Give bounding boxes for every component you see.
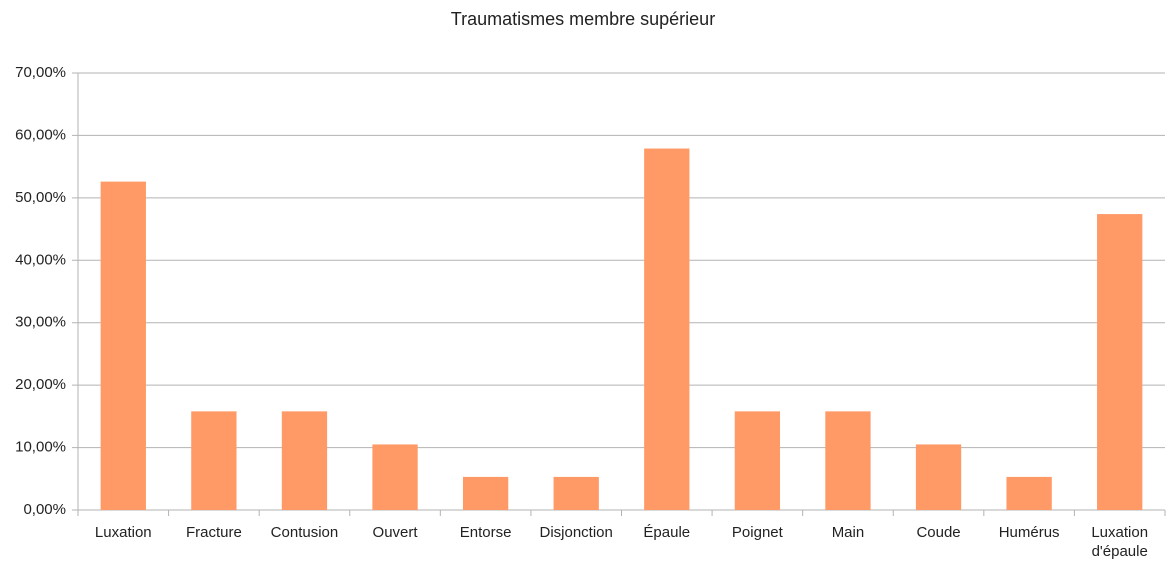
bar <box>734 411 781 510</box>
y-tick-label: 60,00% <box>15 126 66 143</box>
y-tick-label: 20,00% <box>15 376 66 393</box>
bar <box>553 476 599 510</box>
y-tick-label: 40,00% <box>15 251 66 268</box>
y-tick-label: 30,00% <box>15 314 66 331</box>
x-tick-label: Luxation d'épaule <box>1091 524 1149 560</box>
y-tick-label: 10,00% <box>15 439 66 456</box>
bar <box>915 444 962 510</box>
bar <box>644 148 690 510</box>
x-tick-label: Ouvert <box>372 524 418 541</box>
bar <box>1006 476 1052 510</box>
bar <box>100 181 146 510</box>
x-tick-label: Disjonction <box>539 524 613 541</box>
bar <box>462 476 509 510</box>
x-tick-label: Épaule <box>643 524 691 541</box>
y-tick-label: 50,00% <box>15 189 66 206</box>
x-tick-label: Poignet <box>731 524 783 541</box>
x-tick-label: Humérus <box>998 524 1060 541</box>
x-tick-label: Main <box>831 524 865 541</box>
x-tick-label: Fracture <box>185 524 242 541</box>
bar <box>1097 214 1143 511</box>
bar <box>825 411 871 510</box>
x-tick-label: Entorse <box>459 524 512 541</box>
y-tick-label: 0,00% <box>23 501 66 518</box>
bar <box>281 411 328 510</box>
bar <box>191 411 237 510</box>
x-tick-label: Coude <box>916 524 961 541</box>
x-tick-label: Luxation <box>94 524 152 541</box>
x-tick-label: Contusion <box>270 524 339 541</box>
chart-title: Traumatismes membre supérieur <box>451 9 715 29</box>
y-tick-label: 70,00% <box>15 64 66 81</box>
bar <box>372 444 418 510</box>
